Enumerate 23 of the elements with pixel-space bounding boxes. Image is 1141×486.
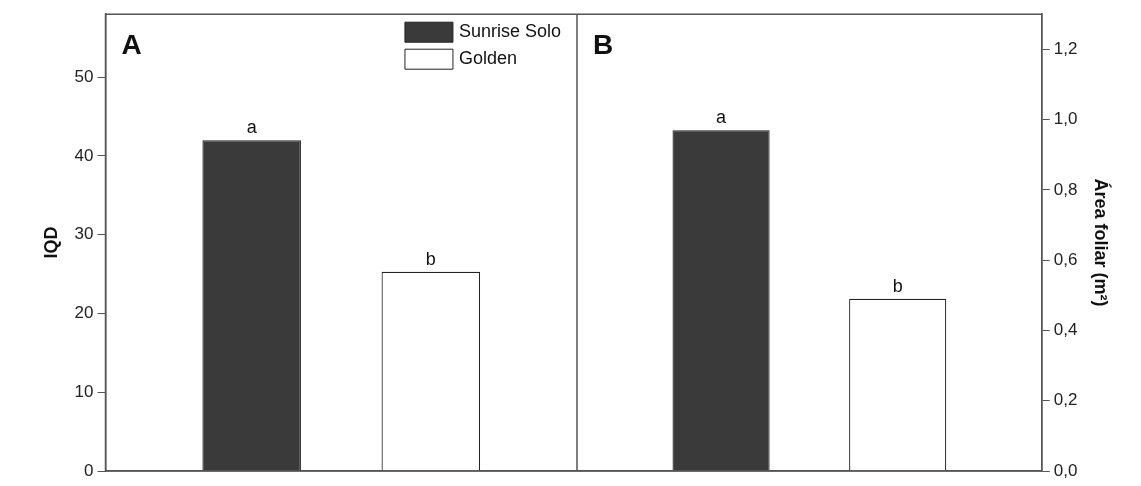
y-tick-label: 30 [74, 224, 94, 244]
y-tick-label: 50 [74, 66, 94, 86]
data-label: b [892, 275, 903, 296]
legend-label: Sunrise Solo [458, 21, 561, 42]
y-axis-title: Área foliar (m²) [1091, 178, 1113, 307]
text: Golden [458, 48, 517, 69]
y-tick-label: 0,2 [1053, 390, 1078, 410]
data-label: a [246, 117, 258, 138]
data-label: b [425, 248, 436, 269]
y-tick-label: 40 [74, 145, 94, 165]
y-tick-label: 0 [84, 460, 94, 480]
y-tick-label: 0,6 [1053, 249, 1078, 269]
y-tick-label: 1,2 [1053, 39, 1078, 59]
y-tick-label: 10 [74, 381, 94, 401]
text: B [593, 28, 614, 60]
y-tick-label: 20 [74, 303, 94, 323]
y-axis-title: IQD [40, 226, 61, 259]
y-tick-label: 0,8 [1053, 179, 1078, 199]
y-tick-label: 0,4 [1053, 320, 1078, 340]
text: A [121, 28, 142, 60]
y-tick-label: 1,0 [1053, 109, 1078, 129]
y-tick-label: 0,0 [1053, 460, 1078, 480]
data-label: a [716, 107, 728, 128]
